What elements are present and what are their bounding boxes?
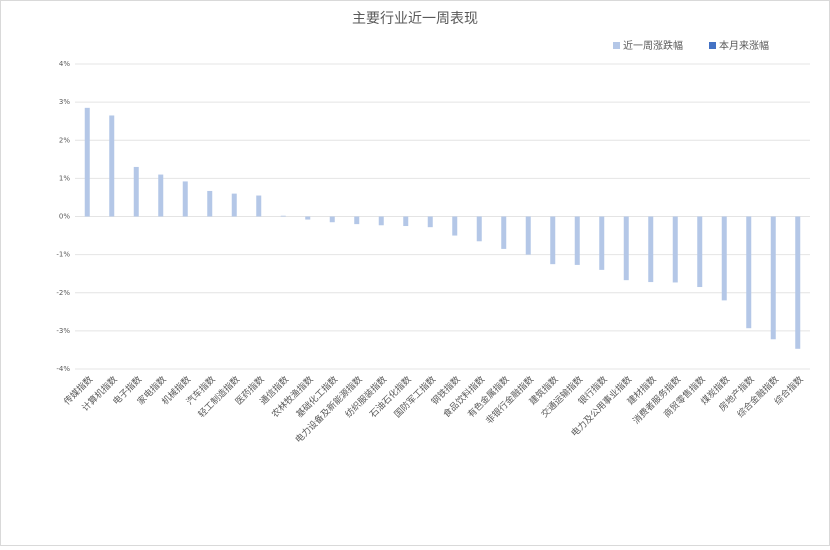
- bar: [648, 216, 654, 283]
- y-tick-label: -1%: [56, 251, 70, 259]
- bar: [280, 215, 286, 217]
- bar: [476, 216, 482, 242]
- bar: [746, 216, 752, 329]
- y-tick-label: -3%: [56, 327, 70, 335]
- bar: [84, 107, 90, 217]
- bar: [795, 216, 801, 349]
- legend-swatch: [613, 42, 620, 49]
- bar: [133, 166, 139, 217]
- bar: [574, 216, 580, 265]
- bar: [378, 216, 384, 226]
- legend-label: 本月来涨幅: [719, 39, 769, 52]
- bar: [427, 216, 433, 228]
- chart-title: 主要行业近一周表现: [352, 11, 478, 27]
- bar: [501, 216, 507, 249]
- bar: [305, 216, 311, 220]
- bar: [550, 216, 556, 265]
- bar: [207, 190, 213, 217]
- bar: [672, 216, 678, 283]
- bar: [182, 181, 188, 217]
- bar: [721, 216, 727, 301]
- bar: [329, 216, 335, 223]
- y-tick-label: -4%: [56, 365, 70, 373]
- y-tick-label: 1%: [59, 174, 70, 182]
- legend-swatch: [709, 42, 716, 49]
- bar: [158, 174, 164, 217]
- bar: [599, 216, 605, 270]
- bar: [109, 115, 115, 217]
- bar: [525, 216, 531, 255]
- y-tick-label: 4%: [59, 60, 70, 68]
- y-tick-label: -2%: [56, 289, 70, 297]
- bar: [697, 216, 703, 288]
- y-tick-label: 0%: [59, 213, 70, 221]
- bar: [354, 216, 360, 225]
- bar: [403, 216, 409, 227]
- y-tick-label: 3%: [59, 98, 70, 106]
- bar: [231, 193, 237, 217]
- bar: [256, 195, 262, 217]
- y-tick-label: 2%: [59, 136, 70, 144]
- bar: [623, 216, 629, 281]
- legend-label: 近一周涨跌幅: [623, 39, 683, 52]
- bar: [452, 216, 458, 236]
- bar: [770, 216, 776, 340]
